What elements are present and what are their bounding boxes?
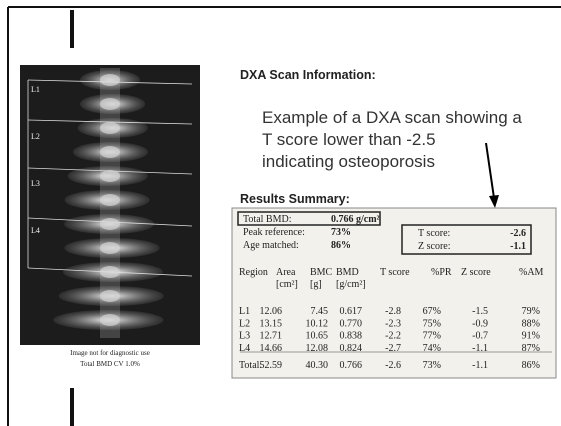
table-cell: 14.66 <box>260 343 283 354</box>
heading: DXA Scan Information: <box>240 68 376 82</box>
table-cell: -0.9 <box>472 318 488 329</box>
results-title: Results Summary: <box>240 192 350 206</box>
table-cell: -0.7 <box>472 331 488 342</box>
table-cell: 0.838 <box>340 331 363 342</box>
table-cell: 10.65 <box>306 331 329 342</box>
summary-label: Total BMD: <box>243 214 291 225</box>
table-cell: 10.12 <box>306 318 329 329</box>
summary-label: Peak reference: <box>243 227 305 238</box>
table-cell: -2.7 <box>385 343 401 354</box>
marker <box>70 388 74 426</box>
region-label: L2 <box>31 132 40 141</box>
annotation: Example of a DXA scan showing a <box>262 108 522 127</box>
column-header: BMC <box>310 267 333 278</box>
table-cell: -1.5 <box>472 306 488 317</box>
table-cell: 13.15 <box>260 318 283 329</box>
table-total: -2.6 <box>385 360 401 371</box>
column-header: Region <box>239 267 268 278</box>
table-cell: 77% <box>423 331 441 342</box>
scan-caption: Image not for diagnostic use <box>70 349 150 357</box>
column-header: [cm²] <box>276 279 298 290</box>
table-cell: L4 <box>239 343 250 354</box>
table-cell: 87% <box>522 343 540 354</box>
table-cell: 67% <box>423 306 441 317</box>
table-cell: L1 <box>239 306 250 317</box>
table-cell: -1.1 <box>472 343 488 354</box>
table-total: 86% <box>522 360 540 371</box>
annotation: indicating osteoporosis <box>262 152 435 171</box>
column-header: [g/cm²] <box>336 279 366 290</box>
table-cell: 12.71 <box>260 331 283 342</box>
summary-label: Z score: <box>418 241 451 252</box>
summary-value: -2.6 <box>510 228 526 239</box>
table-cell: 74% <box>423 343 441 354</box>
slide: L1L2L3L4 Image not for diagnostic use To… <box>0 0 561 426</box>
summary-value: 0.766 g/cm² <box>331 214 380 225</box>
column-header: Area <box>276 267 296 278</box>
summary-label: Age matched: <box>243 240 299 251</box>
table-cell: 12.06 <box>260 306 283 317</box>
column-header: %AM <box>519 267 544 278</box>
table-cell: 0.617 <box>340 306 363 317</box>
table-cell: 0.770 <box>340 318 363 329</box>
region-label: L3 <box>31 179 40 188</box>
column-header: %PR <box>431 267 452 278</box>
table-total: 73% <box>423 360 441 371</box>
region-label: L4 <box>31 226 40 235</box>
spine-column <box>100 68 120 338</box>
column-header: BMD <box>336 267 359 278</box>
scan-image: L1 L2 L3 L4 <box>20 65 200 345</box>
table-total: 52.59 <box>260 360 283 371</box>
table-cell: 12.08 <box>306 343 329 354</box>
table-cell: L2 <box>239 318 250 329</box>
table-cell: 91% <box>522 331 540 342</box>
table-cell: 7.45 <box>311 306 329 317</box>
summary-value: 86% <box>331 240 351 251</box>
summary-value: 73% <box>331 227 351 238</box>
table-cell: L3 <box>239 331 250 342</box>
scan-caption: Total BMD CV 1.0% <box>80 360 140 368</box>
table-cell: -2.3 <box>385 318 401 329</box>
table-cell: 0.824 <box>340 343 363 354</box>
marker <box>70 10 74 48</box>
table-total: -1.1 <box>472 360 488 371</box>
table-total: 40.30 <box>306 360 329 371</box>
column-header: [g] <box>310 279 322 290</box>
annotation: T score lower than -2.5 <box>262 130 436 149</box>
column-header: T score <box>380 267 410 278</box>
table-cell: 88% <box>522 318 540 329</box>
region-label: L1 <box>31 85 40 94</box>
column-header: Z score <box>461 267 491 278</box>
table-cell: -2.8 <box>385 306 401 317</box>
table-cell: 79% <box>522 306 540 317</box>
table-cell: -2.2 <box>385 331 401 342</box>
table-cell: 75% <box>423 318 441 329</box>
summary-label: T score: <box>418 228 450 239</box>
summary-value: -1.1 <box>510 241 526 252</box>
table-total: 0.766 <box>340 360 363 371</box>
